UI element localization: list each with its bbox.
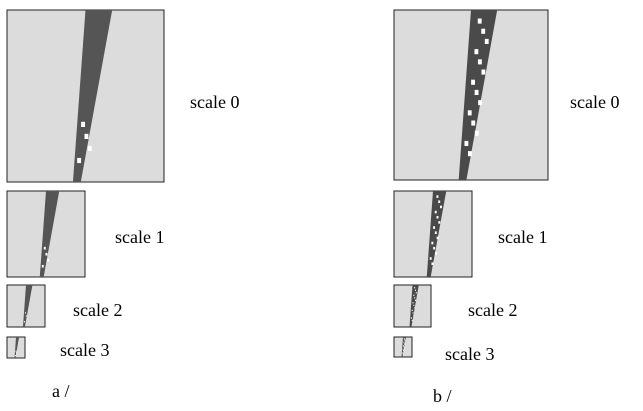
speckle: [475, 131, 479, 136]
speckle: [403, 354, 404, 355]
speckle: [435, 211, 437, 214]
speckle: [415, 290, 416, 291]
speckle: [24, 321, 25, 322]
speckle: [16, 354, 17, 355]
speckle: [430, 257, 432, 260]
speckle: [26, 315, 27, 316]
speckle: [47, 259, 49, 262]
scale-label: scale 2: [468, 300, 517, 320]
speckle: [481, 70, 485, 75]
speckle: [438, 200, 440, 203]
speckle: [431, 262, 433, 265]
scale-image: [7, 10, 164, 182]
scale-label: scale 2: [73, 300, 122, 320]
speckle: [412, 320, 413, 321]
speckle: [413, 295, 414, 296]
speckle: [403, 350, 404, 351]
speckle: [433, 247, 435, 250]
speckle: [440, 206, 442, 209]
speckle: [437, 216, 439, 219]
speckle: [471, 121, 475, 126]
speckle: [481, 29, 485, 34]
speckle: [435, 231, 437, 234]
speckle: [25, 312, 26, 313]
speckle: [15, 351, 16, 352]
figure: scale 0 scale 1 scale 2 scale 3 a / scale 0 sc…: [0, 0, 643, 411]
scale-image: [394, 337, 412, 357]
speckle: [438, 221, 440, 224]
scale-label: scale 0: [190, 92, 239, 112]
speckle: [403, 351, 404, 352]
scale-label: scale 3: [445, 344, 494, 364]
speckle: [88, 146, 92, 151]
speckle: [403, 342, 404, 343]
speckle: [403, 345, 404, 346]
speckle: [435, 252, 437, 255]
panel-caption: b /: [433, 386, 452, 406]
speckle: [404, 348, 405, 349]
scale-label: scale 1: [498, 227, 547, 247]
speckle: [44, 247, 46, 250]
speckle: [403, 346, 404, 347]
speckle: [415, 300, 416, 301]
scale-image: [7, 285, 45, 327]
speckle: [404, 338, 405, 339]
scale-image: [7, 337, 25, 358]
speckle: [413, 305, 414, 306]
speckle: [81, 122, 85, 127]
speckle: [404, 339, 405, 340]
speckle: [414, 297, 415, 298]
scale-image: [394, 191, 472, 277]
speckle: [478, 100, 482, 105]
speckle: [437, 237, 439, 240]
scale-image: [394, 285, 431, 327]
speckle: [405, 340, 406, 341]
speckle: [413, 315, 414, 316]
speckle: [15, 355, 16, 356]
scale-label: scale 3: [60, 340, 109, 360]
speckle: [404, 343, 405, 344]
scale-image: [394, 10, 548, 180]
speckle: [413, 312, 414, 313]
speckle: [433, 226, 435, 229]
speckle: [414, 287, 415, 288]
speckle: [478, 19, 482, 24]
speckle: [431, 242, 433, 245]
speckle: [414, 307, 415, 308]
speckle: [77, 158, 81, 163]
scale-label: scale 1: [115, 227, 164, 247]
speckle: [471, 80, 475, 85]
speckle: [485, 39, 489, 44]
speckle: [46, 253, 48, 256]
speckle: [403, 349, 404, 350]
scale-image: [7, 191, 85, 277]
speckle: [416, 292, 417, 293]
scale-label: scale 0: [570, 92, 619, 112]
speckle: [464, 141, 468, 146]
speckle: [16, 352, 17, 353]
speckle: [436, 195, 438, 198]
speckle: [475, 90, 479, 95]
speckle: [42, 265, 44, 268]
speckle: [402, 352, 403, 353]
speckle: [478, 59, 482, 64]
speckle: [413, 302, 414, 303]
speckle: [468, 110, 472, 115]
speckle: [474, 49, 478, 54]
speckle: [412, 310, 413, 311]
speckle: [468, 151, 472, 156]
speckle: [27, 318, 28, 319]
speckle: [84, 134, 88, 139]
panel-caption: a /: [52, 381, 70, 401]
speckle: [411, 317, 412, 318]
speckle: [404, 344, 405, 345]
